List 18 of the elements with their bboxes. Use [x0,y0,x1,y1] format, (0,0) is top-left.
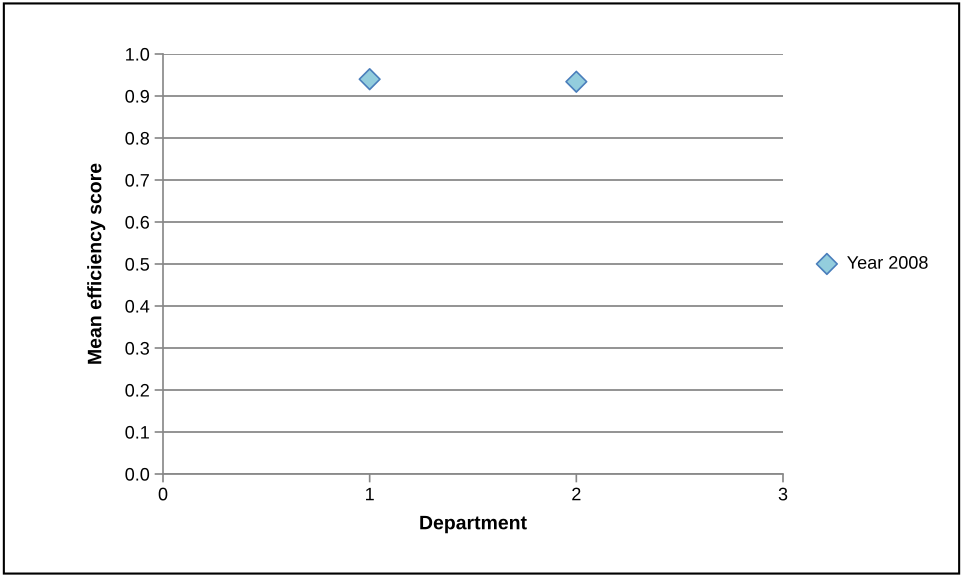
y-tick-label: 0.3 [125,342,150,355]
y-tick-label: 0.5 [125,258,150,271]
y-tick-label: 0.8 [125,132,150,145]
y-tick-label: 0.1 [125,426,149,439]
x-tick-label: 1 [366,488,374,500]
x-tick-label: 3 [778,488,788,500]
legend-label: Year 2008 [847,256,928,269]
x-tick-label: 0 [158,488,168,500]
y-tick-label: 1.0 [126,48,150,61]
y-tick-label: 0.7 [125,174,149,187]
y-tick-label: 0.4 [125,300,150,313]
y-tick-label: 0.2 [125,384,149,397]
x-axis-title: Department [420,516,527,534]
y-tick-label: 0.0 [125,468,150,481]
y-tick-label: 0.9 [125,90,149,103]
y-tick-label: 0.6 [125,216,150,229]
x-tick-label: 2 [572,488,580,500]
y-axis-title: Mean efficiency score [87,164,106,364]
